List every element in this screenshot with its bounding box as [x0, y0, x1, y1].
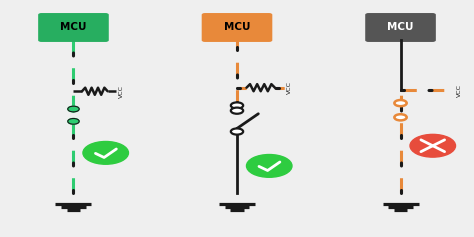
Circle shape — [246, 155, 292, 177]
Circle shape — [83, 141, 128, 164]
Circle shape — [410, 134, 456, 157]
Text: VCC: VCC — [287, 81, 292, 94]
Circle shape — [231, 128, 243, 135]
FancyBboxPatch shape — [365, 13, 436, 42]
Text: MCU: MCU — [224, 23, 250, 32]
FancyBboxPatch shape — [38, 13, 109, 42]
Text: MCU: MCU — [387, 23, 414, 32]
Circle shape — [394, 114, 407, 120]
Circle shape — [231, 108, 243, 114]
Text: VCC: VCC — [457, 84, 463, 96]
Circle shape — [394, 100, 407, 106]
Circle shape — [231, 102, 243, 109]
Circle shape — [68, 106, 79, 112]
Text: MCU: MCU — [60, 23, 87, 32]
FancyBboxPatch shape — [201, 13, 272, 42]
Circle shape — [68, 118, 79, 124]
Text: VCC: VCC — [118, 85, 124, 98]
